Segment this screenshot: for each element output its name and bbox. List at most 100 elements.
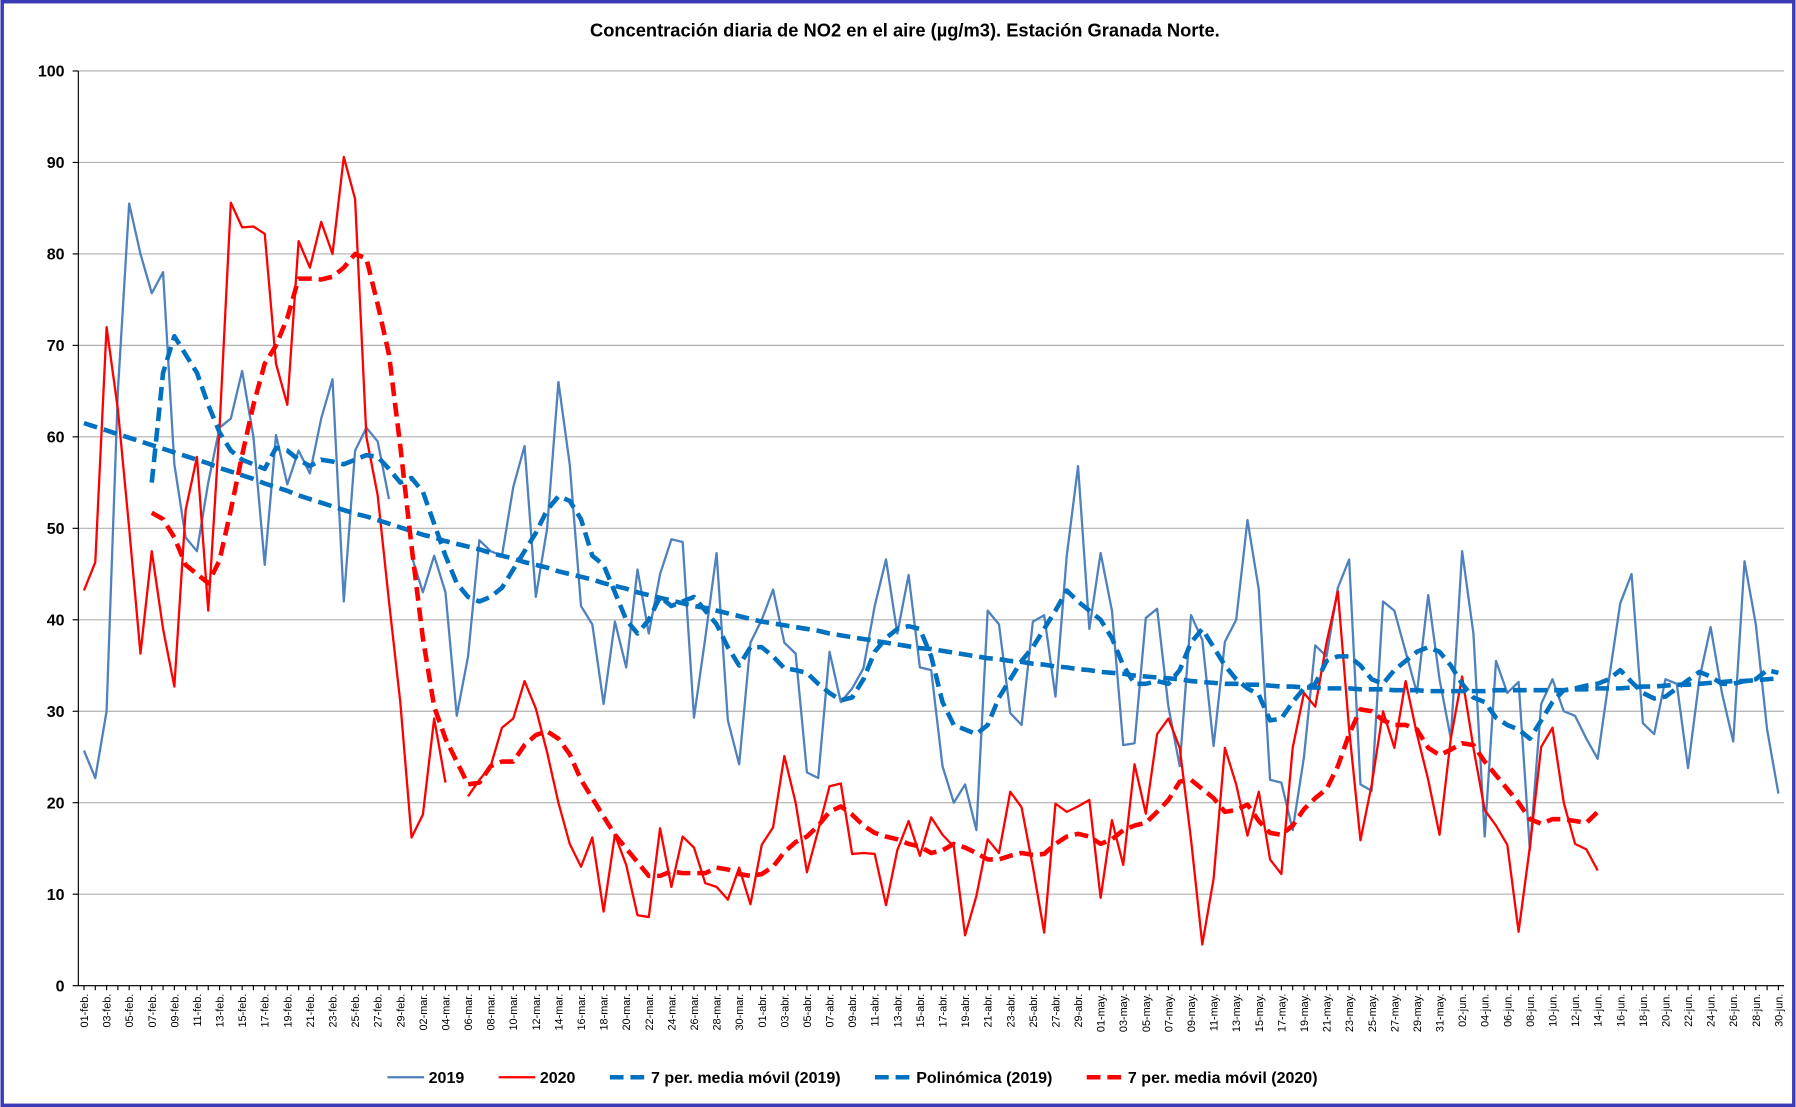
x-tick-label: 13-may. [1231,994,1243,1032]
x-tick-label: 05-abr. [802,994,814,1028]
x-tick-label: 27-feb. [373,994,385,1028]
y-tick-label: 20 [47,794,65,812]
y-tick-label: 90 [47,154,65,172]
legend-label: 2019 [429,1069,465,1087]
x-tick-label: 18-mar. [599,994,611,1031]
x-tick-label: 17-abr. [938,994,950,1028]
x-tick-label: 29-may. [1412,994,1424,1032]
x-tick-label: 19-feb. [282,994,294,1028]
x-tick-label: 09-feb. [169,994,181,1028]
x-tick-label: 21-feb. [305,994,317,1028]
x-tick-label: 23-may. [1344,994,1356,1032]
x-tick-label: 08-mar. [486,994,498,1031]
chart-title: Concentración diaria de NO2 en el aire (… [590,20,1220,41]
y-tick-label: 80 [47,246,65,264]
x-tick-label: 02-jun. [1457,994,1469,1027]
x-tick-label: 19-abr. [960,994,972,1028]
x-tick-label: 07-abr. [825,994,837,1028]
x-tick-label: 30-jun. [1773,994,1785,1027]
y-tick-label: 30 [47,703,65,721]
x-tick-label: 12-jun. [1570,994,1582,1027]
x-tick-label: 21-may. [1322,994,1334,1032]
series-line [83,420,1779,694]
y-tick-label: 0 [56,977,65,995]
x-tick-label: 01-feb. [79,994,91,1028]
x-tick-label: 09-may. [1186,994,1198,1032]
x-tick-label: 25-may. [1367,994,1379,1032]
x-tick-label: 11-feb. [192,994,204,1027]
x-tick-label: 11-may. [1209,994,1221,1032]
x-tick-label: 05-feb. [124,994,136,1028]
x-tick-label: 01-abr. [757,994,769,1028]
x-tick-label: 12-mar. [531,994,543,1031]
x-tick-label: 26-jun. [1728,994,1740,1027]
x-tick-label: 10-mar. [508,994,520,1031]
legend-label: Polinómica (2019) [916,1069,1052,1087]
y-tick-label: 50 [47,520,65,538]
x-tick-label: 20-mar. [621,994,633,1031]
x-tick-label: 08-jun. [1525,994,1537,1027]
y-tick-label: 40 [47,612,65,630]
x-tick-label: 10-jun. [1547,994,1559,1027]
x-tick-label: 21-abr. [983,994,995,1028]
x-tick-label: 07-feb. [147,994,159,1028]
x-tick-label: 17-feb. [260,994,272,1028]
legend-label: 7 per. media móvil (2019) [651,1069,841,1087]
x-tick-label: 09-abr. [847,994,859,1028]
x-tick-label: 24-mar. [666,994,678,1031]
x-tick-label: 13-feb. [215,994,227,1028]
series-line [82,202,1780,852]
y-tick-label: 100 [38,63,65,81]
x-tick-label: 22-jun. [1683,994,1695,1027]
series-line [150,251,1600,879]
x-tick-label: 29-feb. [395,994,407,1028]
x-tick-label: 28-jun. [1751,994,1763,1027]
x-tick-label: 14-jun. [1593,994,1605,1027]
x-tick-label: 16-mar. [576,994,588,1031]
x-tick-label: 03-may. [1118,994,1130,1032]
x-tick-label: 23-abr. [1005,994,1017,1028]
x-tick-label: 23-feb. [328,994,340,1028]
x-tick-label: 13-abr. [892,994,904,1028]
legend-label: 7 per. media móvil (2020) [1128,1069,1318,1087]
y-tick-label: 60 [47,429,65,447]
x-tick-label: 06-jun. [1502,994,1514,1027]
x-tick-label: 15-abr. [915,994,927,1028]
series-line [82,155,1599,946]
x-tick-label: 17-may. [1276,994,1288,1032]
x-tick-label: 18-jun. [1638,994,1650,1027]
x-tick-label: 27-may. [1389,994,1401,1032]
legend-label: 2020 [540,1069,576,1087]
x-tick-label: 07-may. [1163,994,1175,1032]
x-tick-label: 27-abr. [1050,994,1062,1028]
series-line [149,333,1779,741]
x-tick-label: 15-may. [1254,994,1266,1032]
x-tick-label: 26-mar. [689,994,701,1031]
y-tick-label: 10 [47,886,65,904]
x-tick-label: 25-abr. [1028,994,1040,1028]
x-tick-label: 03-feb. [102,994,114,1028]
x-tick-label: 31-may. [1435,994,1447,1032]
x-tick-label: 03-abr. [779,994,791,1028]
x-tick-label: 06-mar. [463,994,475,1031]
y-tick-label: 70 [47,337,65,355]
x-tick-label: 25-feb. [350,994,362,1028]
x-tick-label: 11-abr. [870,994,882,1027]
x-tick-label: 04-jun. [1480,994,1492,1027]
x-tick-label: 15-feb. [237,994,249,1028]
x-tick-label: 04-mar. [440,994,452,1031]
x-tick-label: 30-mar. [734,994,746,1031]
x-tick-label: 14-mar. [553,994,565,1031]
x-tick-label: 28-mar. [712,994,724,1031]
x-tick-label: 05-may. [1141,994,1153,1032]
x-tick-label: 24-jun. [1706,994,1718,1027]
x-tick-label: 29-abr. [1073,994,1085,1028]
x-tick-label: 20-jun. [1660,994,1672,1027]
x-tick-label: 19-may. [1299,994,1311,1032]
x-tick-label: 16-jun. [1615,994,1627,1027]
x-tick-label: 01-may. [1096,994,1108,1032]
x-tick-label: 22-mar. [644,994,656,1031]
